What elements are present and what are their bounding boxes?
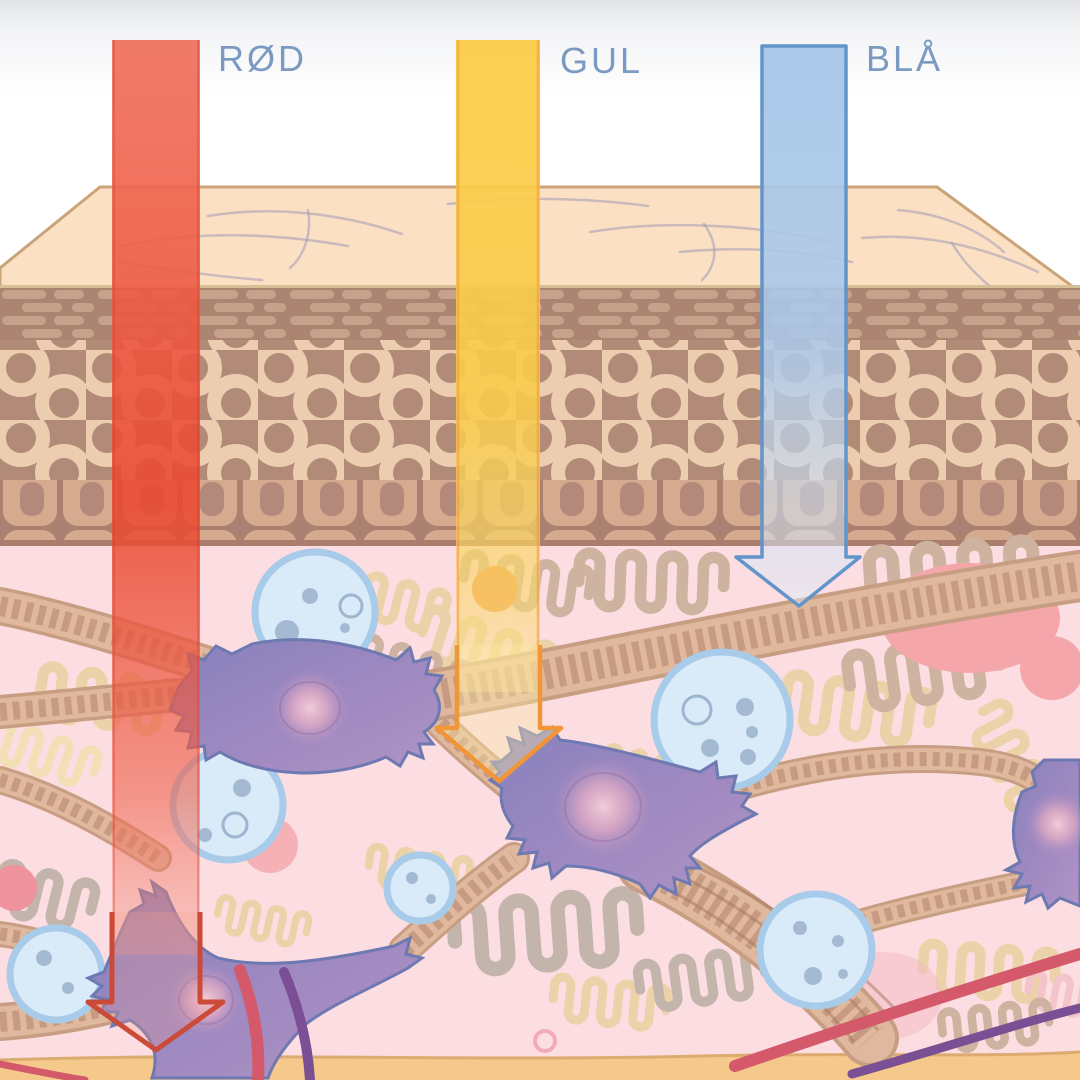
- red-arrowhead: [85, 912, 226, 1053]
- cell-nucleus: [270, 668, 350, 748]
- cell-nucleus: [1024, 790, 1080, 858]
- blue-arrowhead: [734, 44, 862, 608]
- red-light-arrow: [85, 40, 226, 1053]
- cell-nucleus: [551, 755, 655, 859]
- blue-light-arrow: [734, 44, 862, 608]
- vesicle: [756, 890, 876, 1010]
- vesicle: [6, 924, 106, 1024]
- yellow-arrowhead: [434, 645, 564, 784]
- blood-vessels: [0, 948, 1080, 1080]
- fibroblast-cell: [168, 638, 445, 775]
- red-light-label: RØD: [218, 38, 307, 79]
- yellow-light-arrow: [434, 40, 564, 784]
- vesicle: [650, 648, 794, 792]
- blue-light-label: BLÅ: [866, 38, 944, 79]
- fibroblast-cell: [1002, 758, 1080, 911]
- fibroblast-cell: [487, 724, 760, 901]
- yellow-light-label: GUL: [560, 40, 644, 81]
- vesicle: [383, 851, 457, 925]
